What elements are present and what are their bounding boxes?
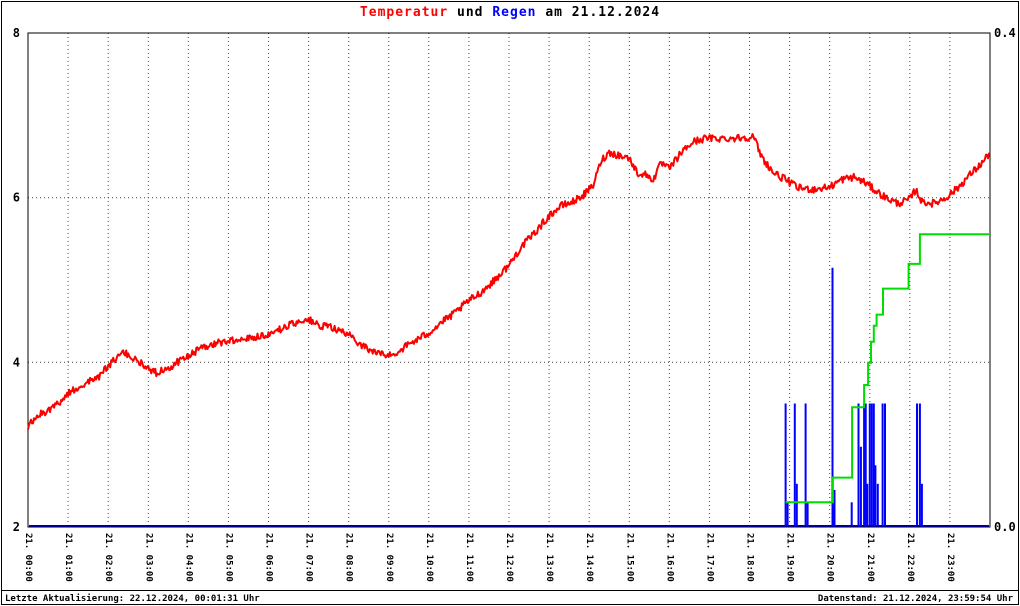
svg-text:21. 00:00: 21. 00:00 <box>23 533 33 582</box>
svg-text:21. 15:00: 21. 15:00 <box>624 533 634 582</box>
svg-text:21. 09:00: 21. 09:00 <box>384 533 394 582</box>
svg-text:21. 07:00: 21. 07:00 <box>304 533 314 582</box>
svg-text:21. 03:00: 21. 03:00 <box>143 533 153 582</box>
svg-text:21. 04:00: 21. 04:00 <box>183 533 193 582</box>
svg-text:21. 19:00: 21. 19:00 <box>785 533 795 582</box>
svg-text:21. 08:00: 21. 08:00 <box>344 533 354 582</box>
svg-text:21. 14:00: 21. 14:00 <box>584 533 594 582</box>
svg-text:8: 8 <box>13 26 20 40</box>
chart-title-date: am 21.12.2024 <box>545 5 661 20</box>
svg-text:21. 11:00: 21. 11:00 <box>464 533 474 582</box>
svg-text:21. 16:00: 21. 16:00 <box>664 533 674 582</box>
last-update-text: Letzte Aktualisierung: 22.12.2024, 00:01… <box>5 594 260 604</box>
svg-text:0.4: 0.4 <box>994 26 1016 40</box>
chart-title-rain: Regen <box>492 5 537 20</box>
svg-text:21. 10:00: 21. 10:00 <box>424 533 434 582</box>
svg-text:21. 18:00: 21. 18:00 <box>745 533 755 582</box>
svg-text:21. 23:00: 21. 23:00 <box>945 533 955 582</box>
svg-text:2: 2 <box>13 520 20 534</box>
svg-text:21. 13:00: 21. 13:00 <box>544 533 554 582</box>
footer-divider <box>1 590 1018 591</box>
svg-text:4: 4 <box>13 355 20 369</box>
svg-text:21. 05:00: 21. 05:00 <box>223 533 233 582</box>
chart-title: Temperatur und Regen am 21.12.2024 <box>0 5 1020 20</box>
svg-text:21. 17:00: 21. 17:00 <box>704 533 714 582</box>
svg-text:21. 22:00: 21. 22:00 <box>905 533 915 582</box>
data-timestamp-text: Datenstand: 21.12.2024, 23:59:54 Uhr <box>817 594 1013 604</box>
svg-text:6: 6 <box>13 191 20 205</box>
chart-title-temperature: Temperatur <box>359 5 449 20</box>
svg-text:21. 06:00: 21. 06:00 <box>264 533 274 582</box>
svg-text:21. 02:00: 21. 02:00 <box>103 533 113 582</box>
svg-text:21. 01:00: 21. 01:00 <box>63 533 73 582</box>
svg-text:21. 20:00: 21. 20:00 <box>825 533 835 582</box>
svg-text:21. 21:00: 21. 21:00 <box>865 533 875 582</box>
svg-text:21. 12:00: 21. 12:00 <box>504 533 514 582</box>
svg-text:0.0: 0.0 <box>994 520 1016 534</box>
chart-title-conjunction: und <box>457 5 484 20</box>
